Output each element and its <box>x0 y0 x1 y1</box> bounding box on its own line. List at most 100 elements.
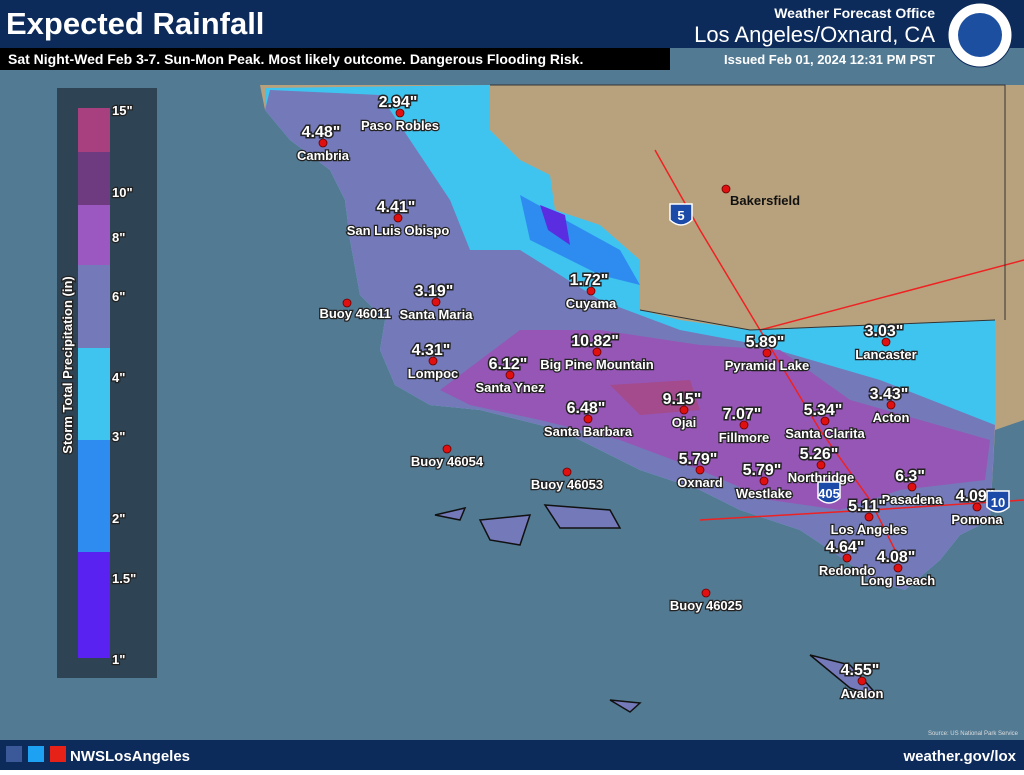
station-amount: 5.79" <box>743 462 782 479</box>
station-name: Santa Clarita <box>785 426 865 441</box>
station-dot <box>342 298 352 308</box>
legend-band <box>78 108 110 152</box>
legend-label: Storm Total Precipitation (in) <box>60 276 75 453</box>
station-dot <box>431 297 441 307</box>
station-name: Santa Ynez <box>475 380 545 395</box>
station-amount: 5.26" <box>800 446 839 463</box>
legend-tick-label: 1.5" <box>112 571 136 586</box>
footer-bar <box>0 740 1024 770</box>
station-dot <box>972 502 982 512</box>
station-name: Buoy 46011 <box>319 306 391 321</box>
station-name: Santa Maria <box>400 307 474 322</box>
office: Los Angeles/Oxnard, CA <box>694 22 935 47</box>
station-dot <box>701 588 711 598</box>
station-dot <box>721 184 731 194</box>
islands <box>434 504 883 713</box>
subtitle: Sat Night-Wed Feb 3-7. Sun-Mon Peak. Mos… <box>8 51 583 67</box>
station-dot <box>893 563 903 573</box>
station-amount: 4.48" <box>302 124 341 141</box>
legend-tick-label: 4" <box>112 370 125 385</box>
station-name: Big Pine Mountain <box>540 357 653 372</box>
station-dot <box>562 467 572 477</box>
social-handle[interactable]: NWSLosAngeles <box>70 748 190 765</box>
station-amount: 9.15" <box>663 391 702 408</box>
source: Source: US National Park Service <box>928 731 1019 737</box>
highway-shield <box>986 490 1010 513</box>
station-dot <box>842 553 852 563</box>
station-dot <box>857 676 867 686</box>
rain-10-15 <box>610 380 700 415</box>
station-name: Cuyama <box>566 296 617 311</box>
station-name: Fillmore <box>719 430 770 445</box>
legend-tick-label: 3" <box>112 429 125 444</box>
station-dot <box>586 286 596 296</box>
highway-number: 10 <box>991 495 1005 510</box>
station-amount: 6.12" <box>489 356 528 373</box>
station-name: Buoy 46054 <box>411 454 484 469</box>
legend-band <box>78 205 110 265</box>
station-dot <box>881 337 891 347</box>
station-dot <box>762 348 772 358</box>
legend-tick-label: 2" <box>112 511 125 526</box>
rain-6-8 <box>440 330 990 510</box>
station-dot <box>592 347 602 357</box>
station-dot <box>318 138 328 148</box>
legend-band <box>78 152 110 205</box>
station-name: Lancaster <box>855 347 916 362</box>
station-amount: 6.48" <box>567 400 606 417</box>
legend-band <box>78 440 110 552</box>
station-amount: 5.89" <box>746 334 785 351</box>
station-name: Cambria <box>297 148 350 163</box>
station-dot <box>442 444 452 454</box>
station-amount: 5.79" <box>679 451 718 468</box>
station-dot <box>739 420 749 430</box>
station-amount: 6.3" <box>895 468 925 485</box>
station-name: Ojai <box>672 415 697 430</box>
station-dot <box>428 356 438 366</box>
station-name: Oxnard <box>677 475 723 490</box>
station-amount: 3.03" <box>865 323 904 340</box>
station-name: Los Angeles <box>831 522 908 537</box>
legend-band <box>78 552 110 658</box>
station-amount: 4.55" <box>841 662 880 679</box>
station-dot <box>759 476 769 486</box>
highway-shield <box>817 481 841 504</box>
station-amount: 4.08" <box>877 549 916 566</box>
header-bar <box>0 0 1024 48</box>
website[interactable]: weather.gov/lox <box>902 748 1016 765</box>
station-name: Pyramid Lake <box>725 358 810 373</box>
station-amount: 3.43" <box>870 386 909 403</box>
station-dot <box>679 405 689 415</box>
subtitle-bar <box>0 48 670 70</box>
station-amount: 10.82" <box>571 333 619 350</box>
station-amount: 4.64" <box>826 539 865 556</box>
twitter-icon[interactable] <box>28 746 44 762</box>
station-name: Acton <box>873 410 910 425</box>
legend-band <box>78 348 110 440</box>
station-amount: 4.09" <box>956 488 995 505</box>
station-name: Bakersfield <box>730 193 800 208</box>
highway-shield <box>669 203 693 226</box>
station-amount: 4.31" <box>412 342 451 359</box>
station-amount: 7.07" <box>723 406 762 423</box>
station-dot <box>395 108 405 118</box>
highway-number: 5 <box>677 208 684 223</box>
station-dot <box>820 416 830 426</box>
station-amount: 5.34" <box>804 402 843 419</box>
station-name: Buoy 46053 <box>531 477 603 492</box>
station-name: Lompoc <box>408 366 459 381</box>
station-amount: 4.41" <box>377 199 416 216</box>
youtube-icon[interactable] <box>50 746 66 762</box>
legend-tick-label: 1" <box>112 652 125 667</box>
station-name: Long Beach <box>861 573 935 588</box>
station-amount: 1.72" <box>570 272 609 289</box>
station-name: San Luis Obispo <box>347 223 450 238</box>
legend-tick-label: 10" <box>112 185 133 200</box>
station-name: Pomona <box>951 512 1003 527</box>
legend-band <box>78 265 110 348</box>
county-lines <box>490 84 1006 331</box>
facebook-icon[interactable] <box>6 746 22 762</box>
station-dot <box>886 400 896 410</box>
highway-number: 405 <box>818 486 840 501</box>
